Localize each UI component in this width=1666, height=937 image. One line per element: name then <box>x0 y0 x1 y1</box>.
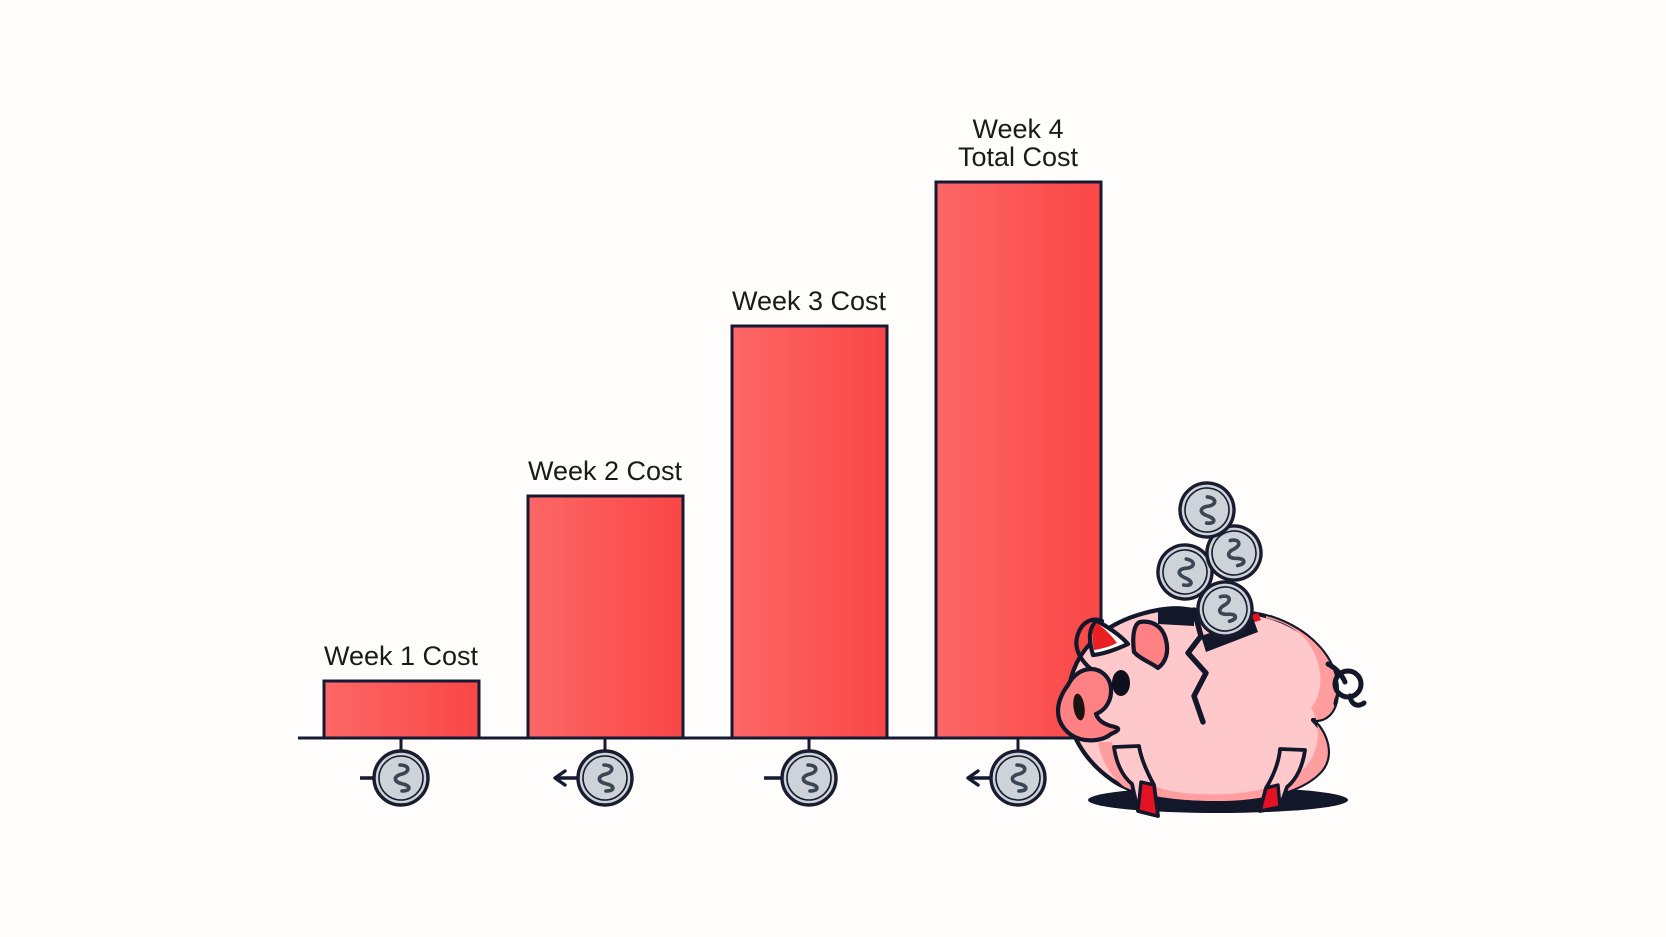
svg-text:Week 1 Cost: Week 1 Cost <box>324 641 479 671</box>
svg-text:Total Cost: Total Cost <box>958 142 1079 172</box>
svg-text:Week 4: Week 4 <box>972 114 1063 144</box>
svg-text:Week 2 Cost: Week 2 Cost <box>528 456 683 486</box>
svg-text:Week 3 Cost: Week 3 Cost <box>732 286 887 316</box>
